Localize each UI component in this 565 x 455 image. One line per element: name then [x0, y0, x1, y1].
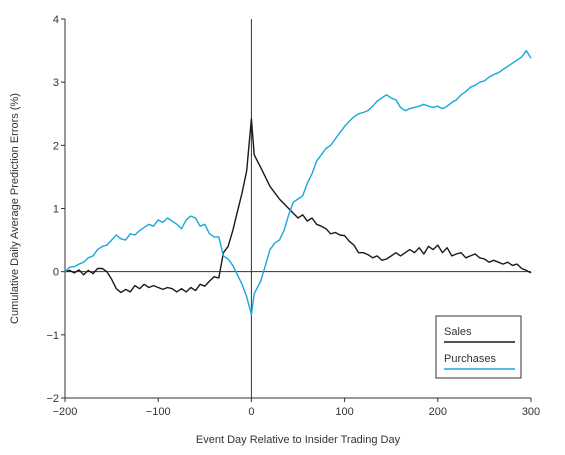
x-axis-label: Event Day Relative to Insider Trading Da… — [196, 434, 401, 446]
legend-label-purchases: Purchases — [444, 353, 496, 365]
y-tick-label: 4 — [53, 14, 59, 26]
y-tick-label: 2 — [53, 140, 59, 152]
series-line-sales — [64, 118, 532, 294]
y-tick-label: 3 — [53, 77, 59, 89]
y-tick-label: 1 — [53, 204, 59, 216]
x-tick-label: −200 — [53, 406, 78, 418]
x-tick-label: 100 — [335, 406, 353, 418]
x-tick-label: 0 — [248, 406, 254, 418]
x-tick-label: −100 — [146, 406, 171, 418]
legend-box — [435, 315, 522, 379]
y-tick-label: −1 — [46, 330, 59, 342]
y-axis-label: Cumulative Daily Average Prediction Erro… — [9, 93, 21, 324]
series-line-purchases — [64, 49, 532, 316]
legend-label-sales: Sales — [444, 326, 472, 338]
x-tick-label: 200 — [429, 406, 447, 418]
y-tick-label: 0 — [53, 267, 59, 279]
y-tick-label: −2 — [46, 393, 59, 405]
series-group — [64, 49, 532, 316]
x-tick-label: 300 — [522, 406, 540, 418]
legend: Sales Purchases — [435, 315, 522, 379]
ticks: −200 −100 0 100 200 300 −2 −1 0 1 2 3 4 — [46, 14, 540, 418]
